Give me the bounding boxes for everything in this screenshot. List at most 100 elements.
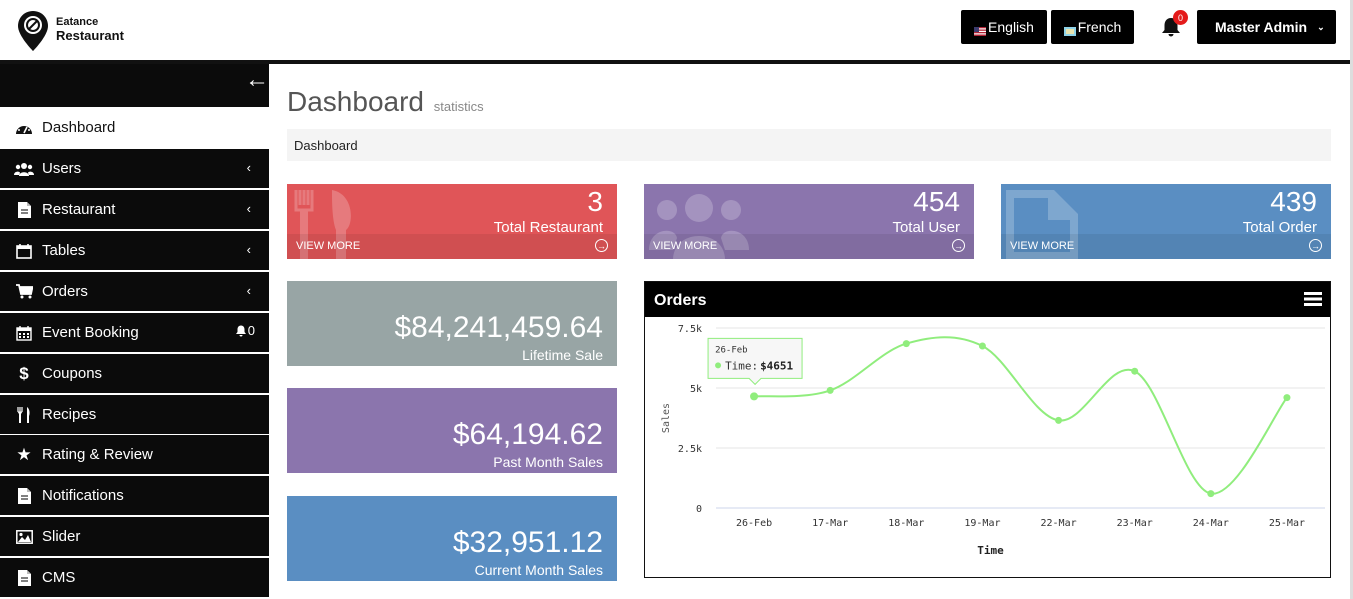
english-label: English <box>988 19 1034 35</box>
top-header: Eatance Restaurant English French 0 Mast… <box>0 0 1353 60</box>
breadcrumb-item[interactable]: Dashboard <box>294 138 358 153</box>
y-axis-title: Sales <box>661 403 672 433</box>
calendar-icon <box>14 242 34 260</box>
document-icon <box>14 487 34 505</box>
french-language-button[interactable]: French <box>1051 10 1134 44</box>
dollar-icon: $ <box>19 363 29 383</box>
fork-knife-icon <box>294 190 351 259</box>
page-scrollbar[interactable] <box>1350 0 1353 599</box>
french-label: French <box>1077 19 1122 35</box>
stat-label: Total Order <box>1242 219 1317 236</box>
document-icon <box>14 201 34 219</box>
sidebar-item-restaurant[interactable]: Restaurant ‹ <box>0 190 269 229</box>
x-tick-label: 17-Mar <box>812 518 848 529</box>
view-more-link[interactable]: VIEW MORE → <box>1001 234 1331 259</box>
document-icon <box>14 569 34 587</box>
sidebar-item-orders[interactable]: Orders ‹ <box>0 272 269 311</box>
chevron-left-icon: ‹ <box>246 160 251 175</box>
dashboard-icon <box>14 119 34 137</box>
sidebar-item-notifications[interactable]: Notifications <box>0 476 269 515</box>
arrow-left-icon[interactable]: ← <box>245 66 269 93</box>
document-icon <box>1006 190 1078 259</box>
stat-value: 3 <box>587 186 603 217</box>
sidebar-item-label: CMS <box>42 569 76 586</box>
calendar-grid-icon <box>14 324 34 342</box>
hamburger-menu-icon[interactable] <box>1304 292 1322 306</box>
x-axis-title: Time <box>977 544 1004 557</box>
x-tick-label: 25-Mar <box>1269 518 1305 529</box>
y-tick-label: 0 <box>696 504 702 515</box>
tooltip-marker <box>715 362 722 369</box>
sidebar-item-label: Event Booking <box>42 324 139 341</box>
sidebar-item-rating-review[interactable]: ★ Rating & Review <box>0 435 269 474</box>
sidebar-item-label: Coupons <box>42 365 103 382</box>
sidebar-item-coupons[interactable]: $ Coupons <box>0 354 269 393</box>
arrow-circle-right-icon: → <box>1309 239 1322 252</box>
sidebar-item-label: Recipes <box>42 406 97 423</box>
sidebar-toggle-bar: ← <box>0 64 269 107</box>
view-more-link[interactable]: VIEW MORE → <box>644 234 974 259</box>
x-tick-label: 24-Mar <box>1193 518 1229 529</box>
english-language-button[interactable]: English <box>961 10 1047 44</box>
x-tick-label: 19-Mar <box>964 518 1000 529</box>
page-title: Dashboard statistics <box>287 86 484 118</box>
sidebar-item-users[interactable]: Users ‹ <box>0 149 269 188</box>
sidebar-item-recipes[interactable]: Recipes <box>0 395 269 434</box>
chevron-left-icon: ‹ <box>246 283 251 298</box>
past-month-sales-value: $64,194.62 <box>452 418 603 451</box>
french-flag-icon <box>1063 23 1076 36</box>
sidebar: ← Dashboard Users ‹ Restaurant ‹ Tables … <box>0 64 269 599</box>
page-subtitle: statistics <box>433 99 484 114</box>
past-month-sales-label: Past Month Sales <box>493 454 603 470</box>
series-line <box>753 336 1288 495</box>
sidebar-item-slider[interactable]: Slider <box>0 517 269 556</box>
orders-line-chart: 0 2.5k 5k 7.5k Sales 26-Feb 17-Mar 18-Mar 19-Mar… <box>661 324 1325 557</box>
notification-count-badge: 0 <box>1173 10 1188 25</box>
sidebar-item-tables[interactable]: Tables ‹ <box>0 231 269 270</box>
total-restaurant-card: 3 Total Restaurant VIEW MORE → <box>287 184 617 259</box>
tooltip-title: 26-Feb <box>715 345 748 355</box>
page-title-text: Dashboard <box>287 86 424 117</box>
orders-chart-card: Orders 0 2.5k 5k 7.5k Sales 26-Feb 17-Mar 18-Ma… <box>644 281 1331 578</box>
bell-icon <box>235 325 246 336</box>
lifetime-sale-value: $84,241,459.64 <box>394 311 603 344</box>
sidebar-item-label: Slider <box>42 528 81 545</box>
arrow-circle-right-icon: → <box>952 239 965 252</box>
data-point <box>902 340 910 348</box>
arrow-circle-right-icon: → <box>595 239 608 252</box>
tooltip-series: Time: <box>725 359 758 372</box>
event-booking-count: 0 <box>235 323 255 338</box>
orders-chart-title: Orders <box>654 292 707 309</box>
sidebar-item-event-booking[interactable]: Event Booking 0 <box>0 313 269 352</box>
view-more-label: VIEW MORE <box>653 240 718 252</box>
orders-chart-header: Orders <box>645 282 1330 317</box>
sidebar-item-cms[interactable]: CMS <box>0 558 269 597</box>
breadcrumb: Dashboard <box>287 129 1331 161</box>
location-pin-icon <box>18 11 48 51</box>
header-divider <box>0 60 1350 64</box>
brand-logo[interactable]: Eatance Restaurant <box>17 10 157 52</box>
us-flag-icon <box>974 23 987 36</box>
event-booking-count-value: 0 <box>247 323 255 338</box>
users-icon <box>649 194 749 259</box>
sidebar-item-label: Restaurant <box>42 201 116 218</box>
user-name: Master Admin <box>1215 19 1308 35</box>
x-tick-label: 22-Mar <box>1041 518 1077 529</box>
chevron-left-icon: ‹ <box>246 242 251 257</box>
view-more-label: VIEW MORE <box>296 240 361 252</box>
stat-value: 454 <box>913 186 960 217</box>
view-more-link[interactable]: VIEW MORE → <box>287 234 617 259</box>
chevron-left-icon: ‹ <box>246 201 251 216</box>
current-month-sales-card: $32,951.12 Current Month Sales <box>287 496 617 581</box>
chevron-down-icon: ⌄ <box>1317 21 1325 32</box>
sidebar-item-label: Users <box>42 160 82 177</box>
sidebar-item-dashboard[interactable]: Dashboard <box>0 108 269 147</box>
user-menu-button[interactable]: Master Admin ⌄ <box>1197 10 1336 44</box>
data-point <box>1283 394 1291 402</box>
brand-name-bottom: Restaurant <box>56 28 124 43</box>
stat-label: Total User <box>892 219 960 236</box>
cart-icon <box>14 283 34 301</box>
tooltip-value: $4651 <box>760 359 793 372</box>
data-point <box>1207 490 1215 498</box>
y-tick-label: 7.5k <box>678 324 702 335</box>
